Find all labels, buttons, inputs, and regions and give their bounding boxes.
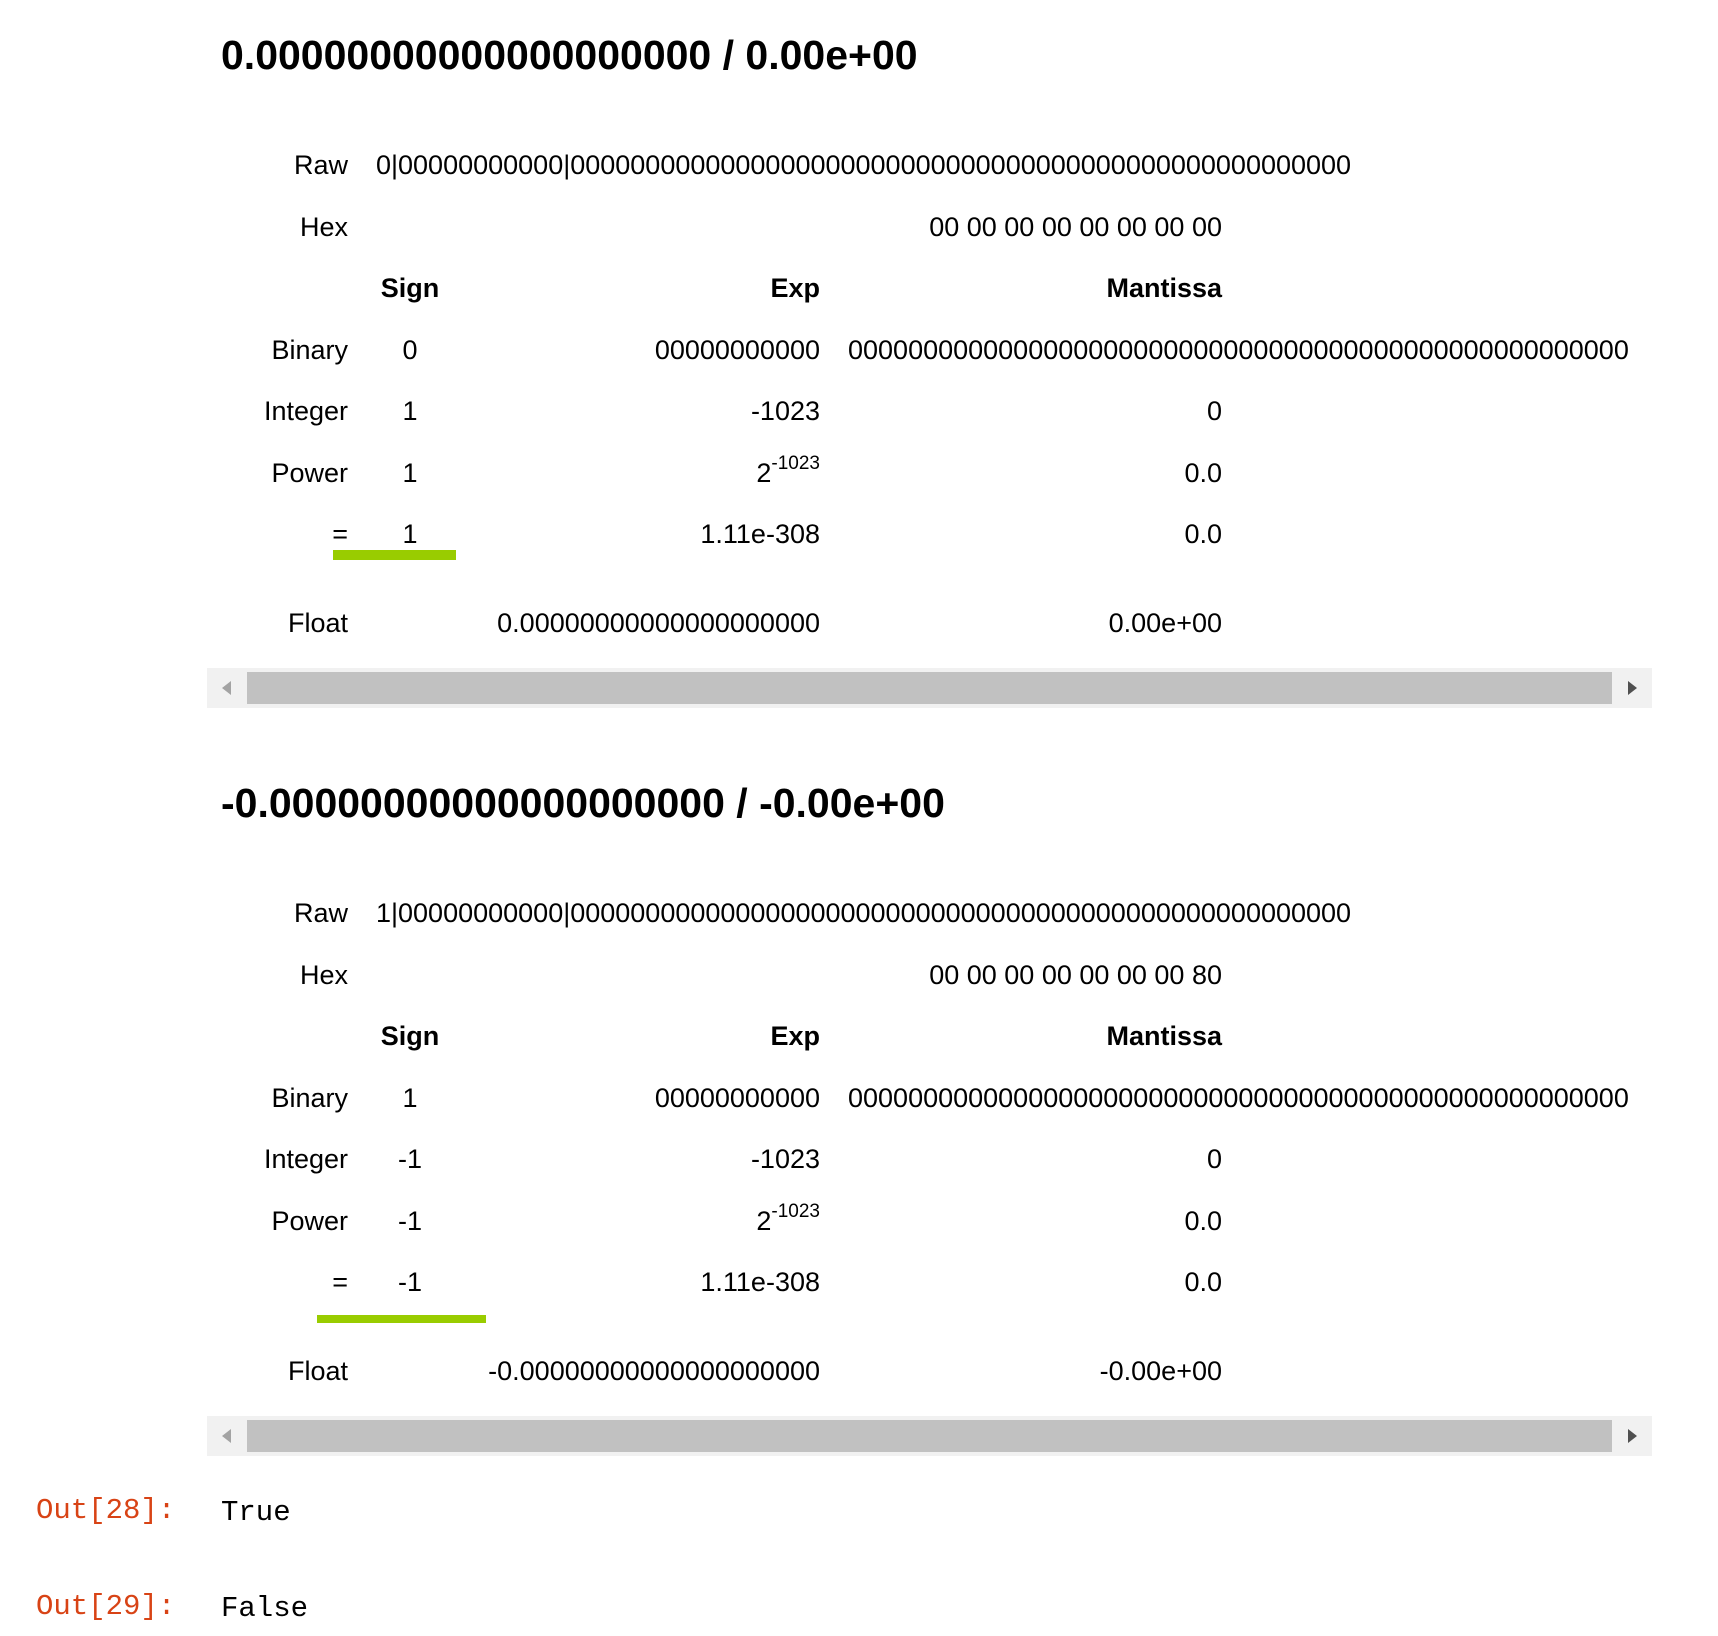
integer-sign: -1: [397, 1144, 422, 1174]
power-exp-superscript: -1023: [771, 453, 820, 474]
binary-label: Binary: [271, 335, 348, 365]
output-prompt-29: Out[29]:: [36, 1590, 176, 1623]
sign-column-header: Sign: [380, 273, 440, 303]
integer-label: Integer: [263, 396, 348, 426]
equals-label: =: [332, 1267, 348, 1297]
hex-value: 00 00 00 00 00 00 00 80: [929, 960, 1222, 990]
scroll-left-icon[interactable]: [222, 1429, 231, 1443]
raw-row: Raw 0|00000000000|0000000000000000000000…: [0, 145, 1718, 185]
sign-underline: [317, 1315, 486, 1323]
power-exp-base: 2: [756, 458, 772, 488]
equals-mantissa: 0.0: [1184, 1267, 1222, 1297]
float-label: Float: [287, 608, 348, 638]
equals-row: = -1 1.11e-308 0.0: [0, 1262, 1718, 1302]
equals-label: =: [332, 519, 348, 549]
scroll-right-icon[interactable]: [1628, 681, 1637, 695]
scrollbar-thumb[interactable]: [247, 672, 1612, 704]
hex-label: Hex: [299, 960, 348, 990]
hex-value: 00 00 00 00 00 00 00 00: [929, 212, 1222, 242]
hex-row: Hex 00 00 00 00 00 00 00 80: [0, 955, 1718, 995]
sign-column-header: Sign: [380, 1021, 440, 1051]
power-mantissa: 0.0: [1184, 1206, 1222, 1236]
integer-exp: -1023: [750, 396, 820, 426]
raw-label: Raw: [293, 898, 348, 928]
integer-row: Integer 1 -1023 0: [0, 391, 1718, 431]
power-sign: 1: [402, 458, 418, 488]
raw-row: Raw 1|00000000000|0000000000000000000000…: [0, 893, 1718, 933]
raw-label: Raw: [293, 150, 348, 180]
block-title: 0.00000000000000000000 / 0.00e+00: [221, 32, 918, 78]
power-exp-superscript: -1023: [771, 1201, 820, 1222]
equals-row: = 1 1.11e-308 0.0: [0, 514, 1718, 554]
integer-mantissa: 0: [1206, 1144, 1222, 1174]
binary-exp: 00000000000: [654, 1083, 820, 1113]
float-label: Float: [287, 1356, 348, 1386]
integer-sign: 1: [402, 396, 418, 426]
float-row: Float 0.00000000000000000000 0.00e+00: [0, 603, 1718, 643]
mantissa-column-header: Mantissa: [1106, 1021, 1222, 1051]
binary-label: Binary: [271, 1083, 348, 1113]
hex-label: Hex: [299, 212, 348, 242]
scrollbar-thumb[interactable]: [247, 1420, 1612, 1452]
scroll-left-icon[interactable]: [222, 681, 231, 695]
output-prompt-28: Out[28]:: [36, 1494, 176, 1527]
equals-sign: -1: [397, 1267, 422, 1297]
horizontal-scrollbar[interactable]: [207, 668, 1652, 708]
power-exp: 2-1023: [756, 1201, 820, 1241]
equals-mantissa: 0.0: [1184, 519, 1222, 549]
sign-underline: [333, 550, 456, 560]
horizontal-scrollbar[interactable]: [207, 1416, 1652, 1456]
block-title: -0.00000000000000000000 / -0.00e+00: [221, 780, 945, 826]
power-row: Power 1 2-1023 0.0: [0, 453, 1718, 493]
power-mantissa: 0.0: [1184, 458, 1222, 488]
integer-exp: -1023: [750, 1144, 820, 1174]
binary-exp: 00000000000: [654, 335, 820, 365]
column-header-row: Sign Exp Mantissa: [0, 1016, 1718, 1056]
exp-column-header: Exp: [770, 1021, 820, 1051]
column-header-row: Sign Exp Mantissa: [0, 268, 1718, 308]
power-exp: 2-1023: [756, 453, 820, 493]
binary-mantissa: 0000000000000000000000000000000000000000…: [848, 335, 1629, 365]
float-decimal: 0.00000000000000000000: [497, 608, 820, 638]
scroll-right-icon[interactable]: [1628, 1429, 1637, 1443]
binary-sign: 1: [402, 1083, 418, 1113]
power-label: Power: [271, 1206, 348, 1236]
raw-value: 0|00000000000|00000000000000000000000000…: [376, 150, 1352, 180]
power-label: Power: [271, 458, 348, 488]
equals-sign: 1: [402, 519, 418, 549]
integer-mantissa: 0: [1206, 396, 1222, 426]
output-value-29: False: [221, 1592, 309, 1625]
float-scientific: -0.00e+00: [1099, 1356, 1222, 1386]
exp-column-header: Exp: [770, 273, 820, 303]
binary-mantissa: 0000000000000000000000000000000000000000…: [848, 1083, 1629, 1113]
hex-row: Hex 00 00 00 00 00 00 00 00: [0, 207, 1718, 247]
float-scientific: 0.00e+00: [1108, 608, 1222, 638]
binary-row: Binary 1 00000000000 0000000000000000000…: [0, 1078, 1718, 1118]
raw-value: 1|00000000000|00000000000000000000000000…: [376, 898, 1352, 928]
binary-row: Binary 0 00000000000 0000000000000000000…: [0, 330, 1718, 370]
power-exp-base: 2: [756, 1206, 772, 1236]
equals-exp: 1.11e-308: [700, 519, 820, 549]
float-decimal: -0.00000000000000000000: [488, 1356, 820, 1386]
power-sign: -1: [397, 1206, 422, 1236]
float-row: Float -0.00000000000000000000 -0.00e+00: [0, 1351, 1718, 1391]
output-value-28: True: [221, 1496, 291, 1529]
integer-row: Integer -1 -1023 0: [0, 1139, 1718, 1179]
mantissa-column-header: Mantissa: [1106, 273, 1222, 303]
power-row: Power -1 2-1023 0.0: [0, 1201, 1718, 1241]
integer-label: Integer: [263, 1144, 348, 1174]
binary-sign: 0: [402, 335, 418, 365]
equals-exp: 1.11e-308: [700, 1267, 820, 1297]
